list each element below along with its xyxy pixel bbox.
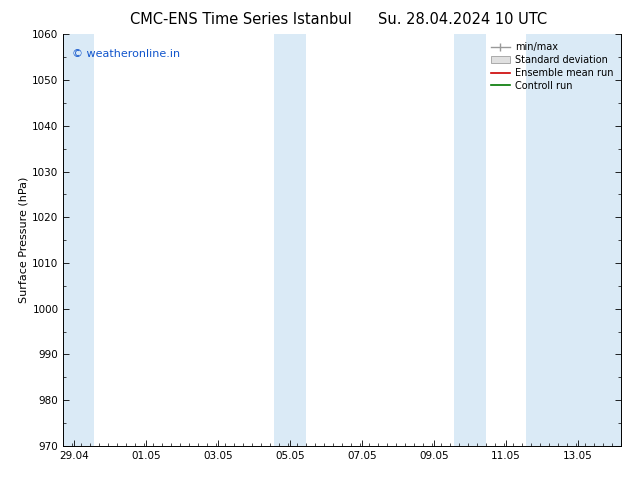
- Bar: [454, 34, 486, 446]
- Bar: [63, 34, 94, 446]
- Text: CMC-ENS Time Series Istanbul: CMC-ENS Time Series Istanbul: [130, 12, 352, 27]
- Text: © weatheronline.in: © weatheronline.in: [72, 49, 180, 59]
- Text: Su. 28.04.2024 10 UTC: Su. 28.04.2024 10 UTC: [378, 12, 547, 27]
- Y-axis label: Surface Pressure (hPa): Surface Pressure (hPa): [18, 177, 28, 303]
- Bar: [274, 34, 306, 446]
- Legend: min/max, Standard deviation, Ensemble mean run, Controll run: min/max, Standard deviation, Ensemble me…: [488, 39, 616, 94]
- Bar: [526, 34, 621, 446]
